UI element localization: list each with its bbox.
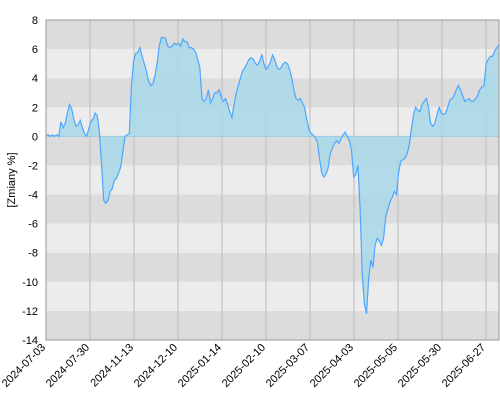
x-tick-label: 2025-05-05 — [352, 342, 400, 390]
grid-band — [46, 281, 499, 311]
series-line — [46, 36, 500, 314]
y-tick-label: -10 — [22, 277, 38, 289]
area-fill — [46, 37, 499, 314]
grid-band — [46, 223, 499, 253]
x-tick-label: 2024-11-13 — [88, 342, 136, 390]
grid-band — [46, 20, 499, 50]
y-tick-label: 2 — [32, 102, 38, 114]
x-tick-label: 2024-07-03 — [0, 342, 48, 390]
grid-band — [46, 165, 499, 195]
y-tick-label: -4 — [28, 190, 38, 202]
y-axis-label: [Zmiany %] — [6, 152, 18, 207]
x-tick-label: 2025-05-30 — [396, 342, 444, 390]
y-tick-label: -2 — [28, 160, 38, 172]
x-tick-label: 2024-07-30 — [44, 342, 92, 390]
y-tick-label: -14 — [22, 335, 38, 347]
x-tick-label: 2025-06-27 — [440, 342, 488, 390]
y-tick-label: -6 — [28, 219, 38, 231]
y-tick-labels: -14 -12 -10 -8 -6 -4 -2 0 2 4 6 8 — [22, 15, 38, 347]
vertical-gridlines — [89, 20, 487, 340]
x-tick-labels: 2024-07-032024-07-302024-11-132024-12-10… — [0, 342, 488, 390]
y-tick-label: 4 — [32, 73, 38, 85]
x-tick-label: 2025-03-07 — [264, 342, 312, 390]
grid-band — [46, 194, 499, 224]
y-tick-label: -12 — [22, 306, 38, 318]
y-tick-label: 0 — [32, 131, 38, 143]
x-tick-label: 2025-02-10 — [220, 342, 268, 390]
y-tick-label: -8 — [28, 248, 38, 260]
y-tick-label: 8 — [32, 15, 38, 27]
x-tick-label: 2025-04-03 — [308, 342, 356, 390]
grid-band — [46, 252, 499, 282]
y-tick-label: 6 — [32, 44, 38, 56]
x-tick-label: 2024-12-10 — [132, 342, 180, 390]
x-tick-label: 2025-01-14 — [176, 342, 224, 390]
plot-frame — [45, 19, 500, 341]
grid-band — [46, 310, 499, 340]
